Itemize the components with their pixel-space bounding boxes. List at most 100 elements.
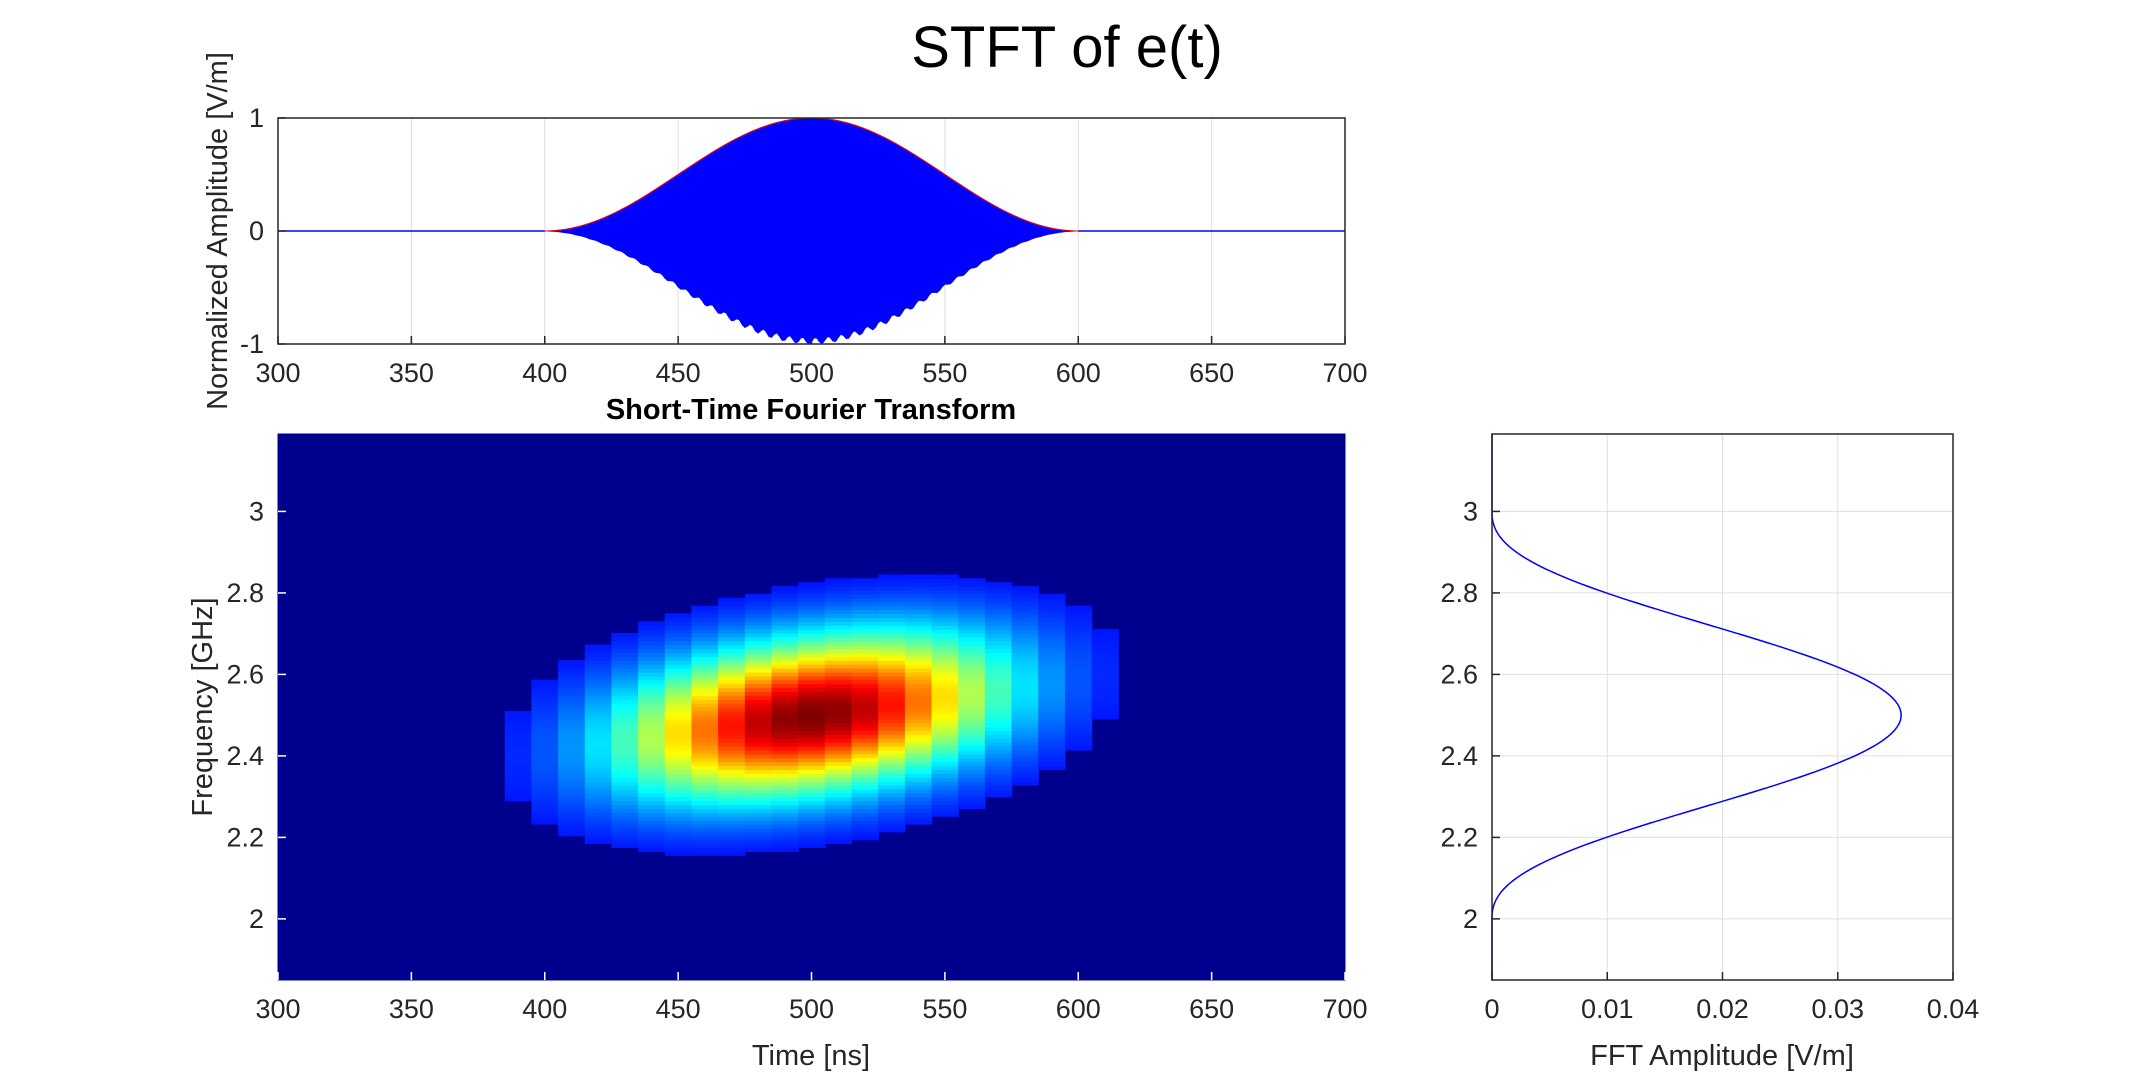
stft-cell <box>984 664 1013 669</box>
stft-cell <box>638 781 666 786</box>
stft-cell <box>718 796 746 802</box>
stft-cell <box>824 820 853 825</box>
stft-cell <box>904 738 933 743</box>
stft-cell <box>611 668 639 673</box>
stft-cell <box>638 718 666 724</box>
stft-cell <box>584 792 613 798</box>
stft-cell <box>878 691 906 696</box>
stft-cell <box>691 722 719 728</box>
stft-cell <box>904 590 933 595</box>
stft-cell <box>984 722 1013 728</box>
stft-cell <box>984 699 1013 704</box>
stft-cell <box>1038 656 1066 661</box>
stft-cell <box>638 820 666 825</box>
stft-cell <box>718 769 746 774</box>
stft-cell <box>584 644 613 650</box>
stft-cell <box>931 691 959 696</box>
stft-cell <box>744 679 773 685</box>
stft-cell <box>1091 648 1119 653</box>
x-tick-label: 0 <box>1484 994 1499 1024</box>
stft-cell <box>904 605 933 611</box>
stft-cell <box>958 703 986 708</box>
stft-cell <box>691 664 719 669</box>
stft-cell <box>584 734 613 739</box>
stft-cell <box>1091 652 1119 657</box>
stft-cell <box>744 792 773 798</box>
stft-cell <box>958 578 986 583</box>
stft-cell <box>958 722 986 728</box>
stft-cell <box>851 800 879 806</box>
stft-cell <box>744 625 773 630</box>
stft-cell <box>931 781 959 786</box>
stft-cell <box>611 839 639 845</box>
stft-cell <box>904 621 933 626</box>
stft-cell <box>584 773 613 778</box>
stft-cell <box>718 785 746 790</box>
stft-cell <box>638 742 666 747</box>
stft-cell <box>504 722 533 728</box>
stft-cell <box>1064 699 1093 704</box>
stft-cell <box>984 590 1013 595</box>
stft-cell <box>691 835 719 841</box>
stft-cell <box>1011 636 1039 642</box>
stft-cell <box>958 742 986 747</box>
stft-cell <box>638 699 666 704</box>
stft-cell <box>771 656 799 661</box>
stft-cell <box>531 804 559 809</box>
y-tick-label: 2.4 <box>1440 741 1478 771</box>
stft-cell <box>744 699 773 704</box>
stft-cell <box>824 679 853 685</box>
stft-cell <box>1038 714 1066 720</box>
stft-cell <box>1038 722 1066 728</box>
stft-cell <box>931 761 959 767</box>
stft-cell <box>904 710 933 716</box>
stft-cell <box>744 804 773 809</box>
stft-cell <box>691 839 719 845</box>
stft-cell <box>851 746 879 751</box>
stft-cell <box>1038 629 1066 634</box>
stft-cell <box>904 718 933 724</box>
stft-cell <box>664 761 693 767</box>
stft-cell <box>771 831 799 837</box>
stft-cell <box>984 753 1013 759</box>
stft-cell <box>984 691 1013 696</box>
stft-cell <box>1038 738 1066 743</box>
stft-cell <box>958 609 986 614</box>
stft-cell <box>931 804 959 809</box>
stft-cell <box>718 742 746 747</box>
stft-cell <box>878 777 906 782</box>
stft-cell <box>1011 757 1039 763</box>
stft-cell <box>851 648 879 653</box>
stft-cell <box>931 734 959 739</box>
stft-cell <box>904 656 933 661</box>
stft-cell <box>638 707 666 712</box>
stft-cell <box>851 664 879 669</box>
stft-cell <box>504 710 533 716</box>
stft-cell <box>771 621 799 626</box>
stft-cell <box>1038 640 1066 646</box>
stft-cell <box>1038 683 1066 689</box>
stft-cell <box>958 757 986 763</box>
stft-cell <box>931 699 959 704</box>
stft-cell <box>584 827 613 833</box>
stft-cell <box>664 679 693 685</box>
stft-cell <box>851 699 879 704</box>
stft-cell <box>691 714 719 720</box>
stft-cell <box>904 636 933 642</box>
stft-cell <box>664 749 693 755</box>
stft-cell <box>718 605 746 611</box>
stft-cell <box>798 792 826 798</box>
stft-cell <box>664 703 693 708</box>
stft-cell <box>531 710 559 716</box>
stft-cell <box>611 679 639 685</box>
stft-cell <box>611 632 639 638</box>
stft-cell <box>664 785 693 790</box>
stft-cell <box>824 632 853 638</box>
stft-cell <box>931 683 959 689</box>
stft-cell <box>1038 605 1066 611</box>
stft-cell <box>664 636 693 642</box>
stft-cell <box>638 703 666 708</box>
stft-cell <box>531 703 559 708</box>
stft-cell <box>878 695 906 700</box>
